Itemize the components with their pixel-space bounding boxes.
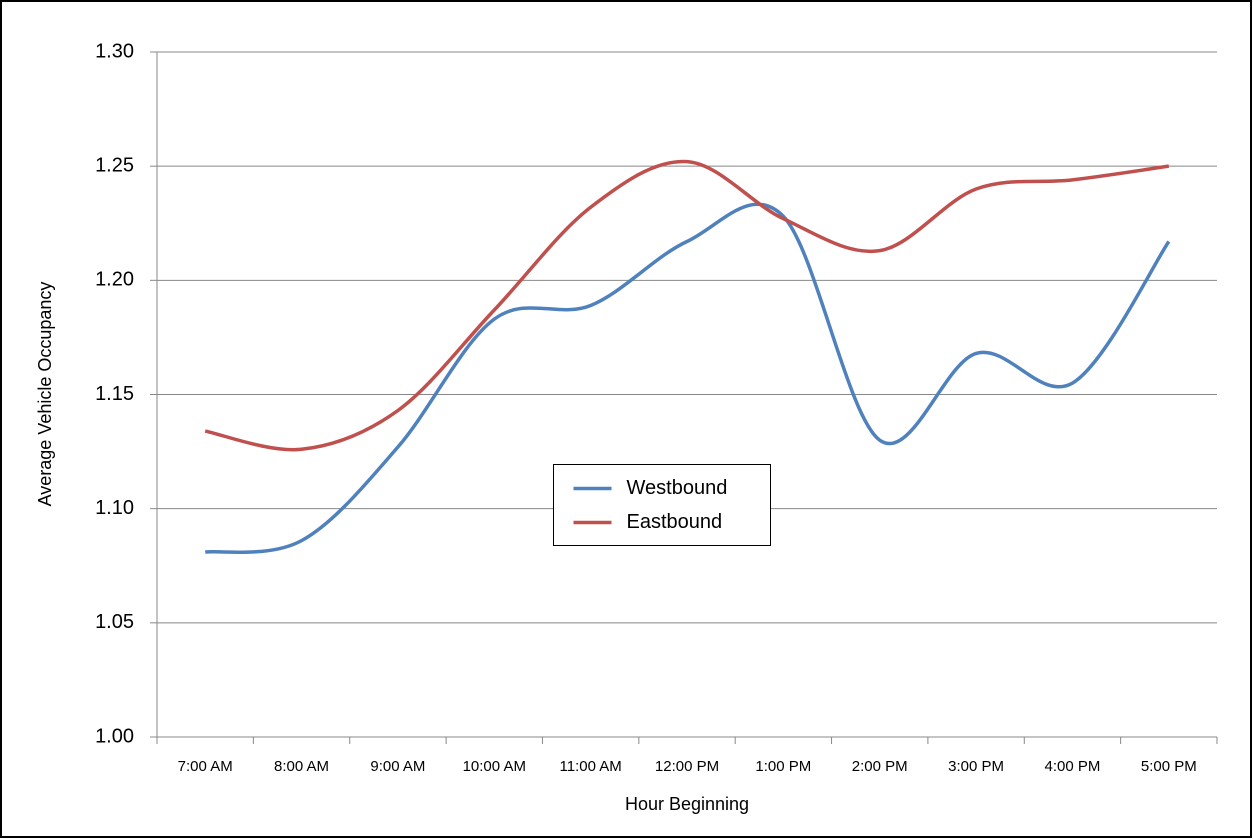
x-tick-label: 7:00 AM (178, 758, 233, 775)
x-tick-label: 2:00 PM (852, 758, 908, 775)
y-axis-label: Average Vehicle Occupancy (35, 282, 55, 507)
x-tick-label: 4:00 PM (1045, 758, 1101, 775)
x-tick-label: 5:00 PM (1141, 758, 1197, 775)
x-tick-label: 12:00 PM (655, 758, 719, 775)
x-tick-label: 8:00 AM (274, 758, 329, 775)
y-tick-label: 1.00 (95, 725, 134, 747)
y-tick-label: 1.25 (95, 154, 134, 176)
y-tick-label: 1.30 (95, 40, 134, 62)
x-tick-label: 9:00 AM (370, 758, 425, 775)
y-tick-label: 1.20 (95, 269, 134, 291)
x-tick-label: 10:00 AM (463, 758, 526, 775)
legend-label: Eastbound (627, 511, 723, 533)
y-tick-label: 1.05 (95, 611, 134, 633)
x-tick-label: 1:00 PM (755, 758, 811, 775)
y-tick-label: 1.15 (95, 383, 134, 405)
series-line (204, 202, 1171, 555)
x-axis-label: Hour Beginning (625, 794, 749, 814)
legend-label: Westbound (627, 477, 728, 499)
legend-box (553, 464, 771, 546)
y-tick-label: 1.10 (95, 497, 134, 519)
x-tick-label: 3:00 PM (948, 758, 1004, 775)
x-tick-label: 11:00 AM (560, 758, 622, 775)
series-line (204, 159, 1170, 452)
legend: Westbound Eastbound (553, 464, 771, 546)
